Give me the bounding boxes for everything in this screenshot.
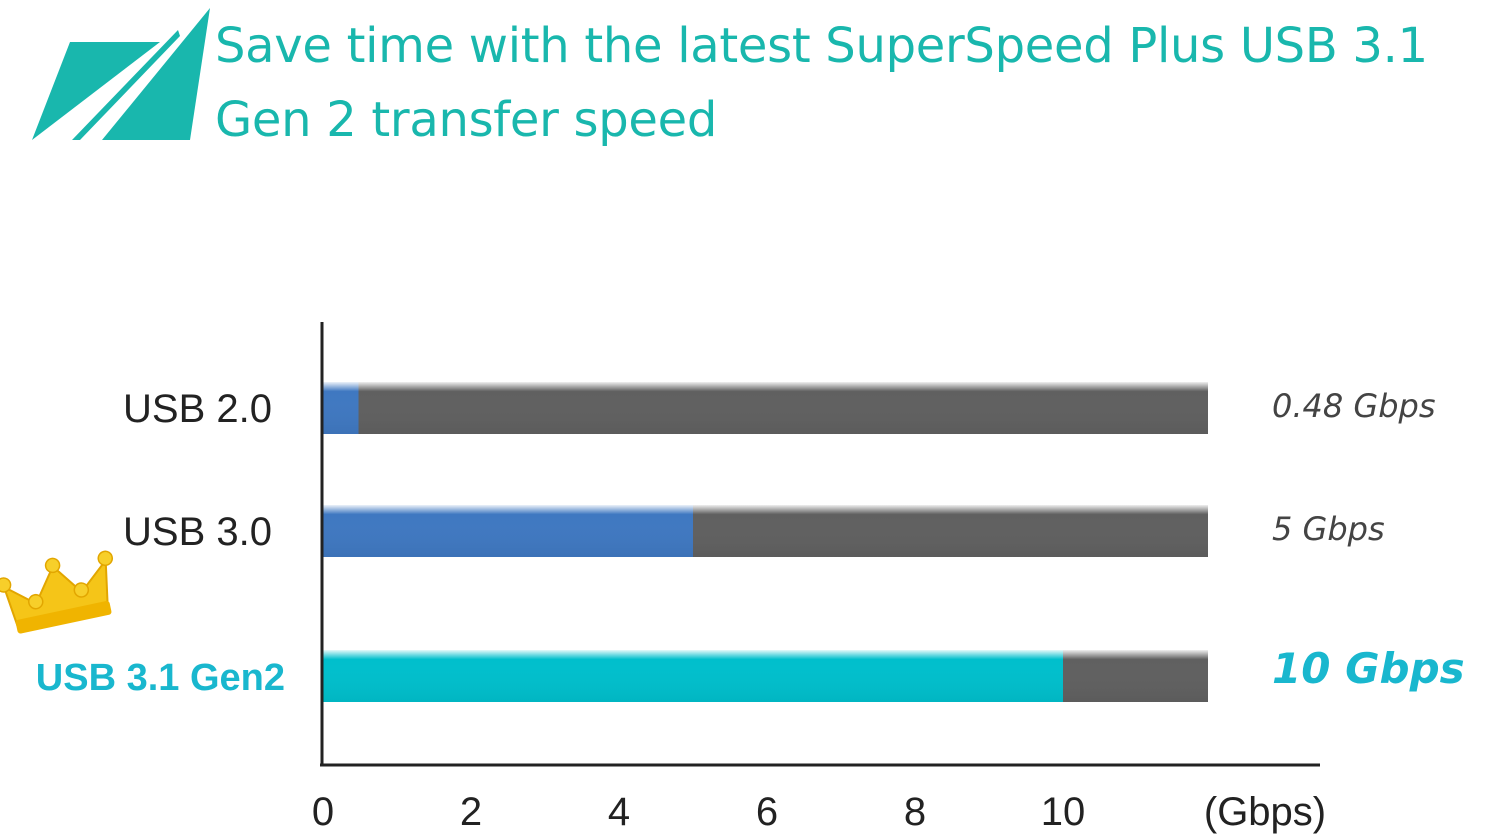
bar-shine: [323, 382, 1208, 434]
x-tick-label: 6: [756, 790, 778, 834]
crown-base: [15, 600, 112, 634]
category-label: USB 3.0: [123, 510, 272, 554]
bar-shine: [323, 650, 1208, 702]
bar-shine: [323, 505, 1208, 557]
value-label: 10 Gbps: [1272, 644, 1465, 693]
x-tick-label: 2: [460, 790, 482, 834]
category-label: USB 2.0: [123, 387, 272, 431]
crown-jewel: [28, 593, 44, 610]
title-line-1: Save time with the latest SuperSpeed Plu…: [215, 18, 1428, 74]
crown-jewel: [0, 577, 12, 593]
category-label: USB 3.1 Gen2: [36, 657, 285, 699]
crown-jewel: [97, 550, 114, 567]
crown-jewel: [44, 557, 61, 574]
stripes-logo: [32, 8, 210, 140]
x-tick-label: 4: [608, 790, 630, 834]
title-line-2: Gen 2 transfer speed: [215, 92, 718, 148]
x-axis-unit: (Gbps): [1204, 790, 1326, 834]
x-tick-label: 10: [1041, 790, 1086, 834]
x-tick-label: 0: [312, 790, 334, 834]
value-label: 5 Gbps: [1272, 510, 1385, 548]
crown-icon: [0, 550, 114, 634]
crown-jewel: [73, 582, 90, 598]
value-label: 0.48 Gbps: [1272, 387, 1436, 425]
x-tick-label: 8: [904, 790, 926, 834]
